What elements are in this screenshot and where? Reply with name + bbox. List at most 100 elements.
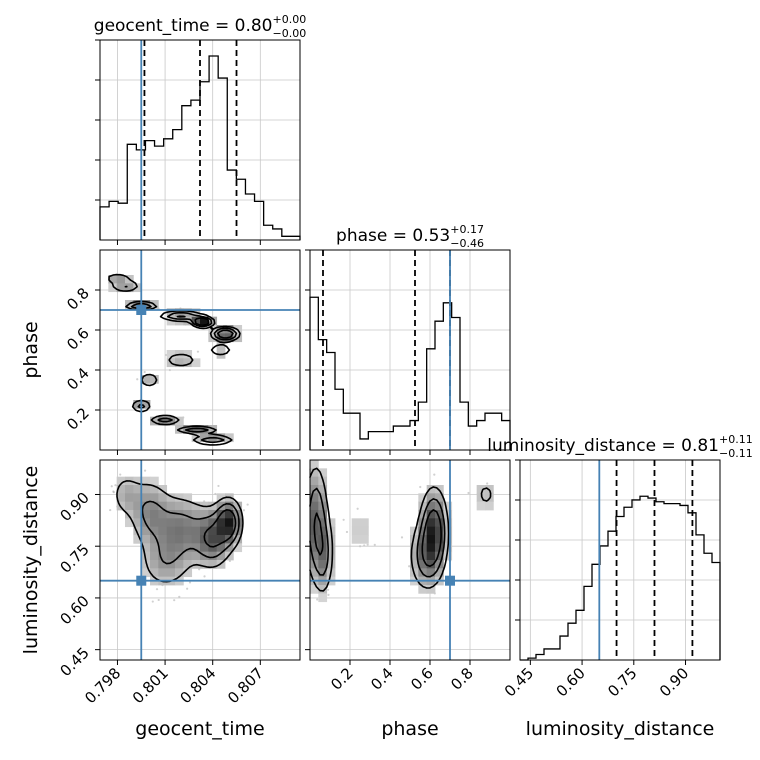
panel-geocent_time-vs-luminosity_distance-density-cell (166, 493, 176, 503)
panel-phase-vs-luminosity_distance-contour-1 (309, 487, 446, 578)
panel-geocent_time-vs-luminosity_distance-density-cell (141, 485, 151, 494)
panel-geocent_time-vs-luminosity_distance-density-cell (166, 551, 176, 561)
panel-geocent_time-vs-luminosity_distance-point (157, 598, 160, 602)
xtick-label-geocent_time-1: 0.801 (129, 664, 172, 707)
panel-geocent_time-vs-luminosity_distance-density-cell (150, 501, 159, 511)
hist-luminosity_distance-step-line (520, 495, 721, 661)
panel-phase-vs-luminosity_distance-density-cell (310, 535, 319, 544)
panel-phase-vs-luminosity_distance-point (316, 598, 319, 601)
panel-geocent_time-vs-luminosity_distance-density-cell (116, 485, 126, 494)
panel-geocent_time-vs-phase-density-cell (191, 425, 201, 434)
panel-geocent_time-vs-luminosity_distance-density-cell (158, 493, 168, 503)
hist-phase-title-plus: +0.17 (450, 223, 484, 236)
panel-geocent_time-vs-luminosity_distance-density-cell (158, 501, 168, 511)
panel-geocent_time-vs-luminosity_distance-density-cell (216, 535, 226, 544)
panel-geocent_time-vs-luminosity_distance-density-cell (133, 510, 143, 519)
panel-geocent_time-vs-luminosity_distance-density-cell (141, 501, 151, 511)
panel-geocent_time-vs-phase-density-cell (208, 316, 218, 326)
panel-geocent_time-vs-luminosity_distance-density-cell (208, 551, 218, 561)
ytick-label-luminosity_distance-1: 0.60 (56, 592, 92, 628)
hist-phase-step-line (309, 296, 511, 450)
ytick-label-phase-2: 0.6 (63, 324, 93, 354)
panel-geocent_time-vs-luminosity_distance-density-cell (175, 493, 184, 503)
panel-phase-vs-luminosity_distance-density-cell (326, 543, 336, 553)
panel-phase-vs-luminosity_distance-density-cell (351, 526, 361, 536)
xtick-label-luminosity_distance-3: 0.90 (656, 664, 692, 700)
y-axis-label-luminosity_distance: luminosity_distance (20, 466, 42, 655)
hist-luminosity_distance-title-minus: −0.11 (719, 447, 753, 460)
panel-phase-vs-luminosity_distance-density-cell (435, 501, 444, 511)
panel-phase-vs-luminosity_distance-density-cell (485, 501, 494, 511)
x-axis-label-luminosity_distance: luminosity_distance (526, 718, 715, 740)
hist-phase-title-minus: −0.46 (450, 237, 484, 250)
ytick-label-luminosity_distance-3: 0.90 (56, 489, 92, 525)
panel-geocent_time-vs-luminosity_distance-density-cell (166, 510, 176, 519)
x-axis-label-phase: phase (381, 718, 438, 740)
panel-geocent_time-vs-luminosity_distance-density-cell (183, 493, 193, 503)
panel-geocent_time-vs-luminosity_distance-density-cell (216, 518, 226, 528)
panel-geocent_time-vs-luminosity_distance-density-cell (200, 560, 209, 569)
panel-geocent_time-vs-luminosity_distance-density-cell (183, 568, 193, 578)
panel-phase-vs-luminosity_distance-point (356, 507, 359, 510)
panel-geocent_time-vs-luminosity_distance-density-cell (141, 568, 151, 578)
panel-phase-vs-luminosity_distance-density-cell (426, 551, 436, 561)
panel-geocent_time-vs-luminosity_distance-density-cell (175, 568, 184, 578)
panel-geocent_time-vs-luminosity_distance-density-cell (150, 543, 159, 553)
panel-geocent_time-vs-luminosity_distance-density-cell (216, 543, 226, 553)
panel-geocent_time-vs-luminosity_distance-contour-0 (116, 480, 244, 583)
panel-phase-vs-luminosity_distance-density-cell (426, 568, 436, 578)
panel-geocent_time-vs-luminosity_distance-point (178, 595, 181, 598)
panel-phase-vs-luminosity_distance-point (342, 518, 345, 521)
panel-geocent_time-vs-luminosity_distance-density-cell (150, 535, 159, 544)
panel-geocent_time-vs-luminosity_distance-density-cell (141, 543, 151, 553)
panel-geocent_time-vs-luminosity_distance-density-cell (125, 501, 134, 511)
panel-phase-vs-luminosity_distance-density-cell (418, 493, 428, 503)
panel-phase-vs-luminosity_distance-density-cell (426, 543, 436, 553)
panel-phase-vs-luminosity_distance-density-cell (418, 526, 428, 536)
panel-geocent_time-vs-luminosity_distance-density-cell (183, 535, 193, 544)
panel-geocent_time-vs-luminosity_distance-point (110, 485, 113, 488)
panel-geocent_time-vs-luminosity_distance-density-cell (233, 518, 243, 528)
panel-phase-vs-luminosity_distance-density-cell (326, 560, 336, 569)
panel-geocent_time-vs-luminosity_distance-density-cell (225, 543, 234, 553)
panel-phase-vs-luminosity_distance-density-cell (410, 535, 419, 544)
panel-phase-vs-luminosity_distance-density-cell (443, 526, 453, 536)
panel-geocent_time-vs-luminosity_distance-density-cell (191, 518, 201, 528)
panel-phase-vs-luminosity_distance-density-cell (426, 585, 436, 594)
ytick-label-phase-3: 0.8 (63, 284, 93, 314)
panel-phase-vs-luminosity_distance-density-cell (310, 551, 319, 561)
panel-geocent_time-vs-luminosity_distance-density-cell (150, 526, 159, 536)
hist-phase-title: phase = 0.53+0.17 (336, 223, 484, 246)
hist-phase-title-name: phase = 0.53 (336, 226, 450, 246)
xtick-label-phase-2: 0.6 (407, 664, 437, 694)
panel-geocent_time-vs-luminosity_distance-point (119, 473, 122, 476)
panel-phase-vs-luminosity_distance-density-cell (418, 510, 428, 519)
truth-quantile-layer (100, 40, 694, 660)
panel-geocent_time-vs-phase-density-cell (191, 358, 201, 368)
panel-phase-vs-luminosity_distance-density-cell (310, 510, 319, 519)
panel-phase-vs-luminosity_distance-density-cell (410, 551, 419, 561)
panel-geocent_time-vs-luminosity_distance-density-cell (133, 518, 143, 528)
panel-phase-vs-luminosity_distance-density-cell (318, 551, 328, 561)
xtick-label-phase-0: 0.2 (327, 664, 357, 694)
panel-geocent_time-vs-luminosity_distance-density-cell (125, 485, 134, 494)
panel-phase-vs-luminosity_distance-point (327, 588, 330, 591)
ytick-label-luminosity_distance-2: 0.75 (56, 540, 92, 576)
panel-geocent_time-vs-luminosity_distance-density-cell (166, 535, 176, 544)
panel-phase-vs-luminosity_distance-density-cell (310, 493, 319, 503)
panel-phase-vs-luminosity_distance-density-cell (360, 526, 369, 536)
panel-phase-vs-luminosity_distance-density-cell (318, 468, 328, 478)
panel-phase-vs-luminosity_distance-density-cell (310, 543, 319, 553)
panel-phase-vs-luminosity_distance-point (419, 485, 422, 489)
panel-geocent_time-vs-phase-density-cell (208, 425, 218, 434)
panel-geocent_time-vs-luminosity_distance-density-cell (116, 476, 126, 486)
xtick-label-luminosity_distance-0: 0.45 (501, 664, 537, 700)
panel-geocent_time-vs-luminosity_distance-density-cell (141, 510, 151, 519)
panel-geocent_time-vs-luminosity_distance-density-cell (133, 526, 143, 536)
hist-geocent_time-title-name: geocent_time = 0.80 (94, 16, 273, 36)
panel-phase-vs-luminosity_distance-density-cell (426, 501, 436, 511)
panel-geocent_time-vs-phase-density-cell (133, 400, 143, 409)
panel-phase-vs-luminosity_distance-density-cell (418, 585, 428, 594)
panel-geocent_time-vs-luminosity_distance-point (203, 575, 206, 578)
